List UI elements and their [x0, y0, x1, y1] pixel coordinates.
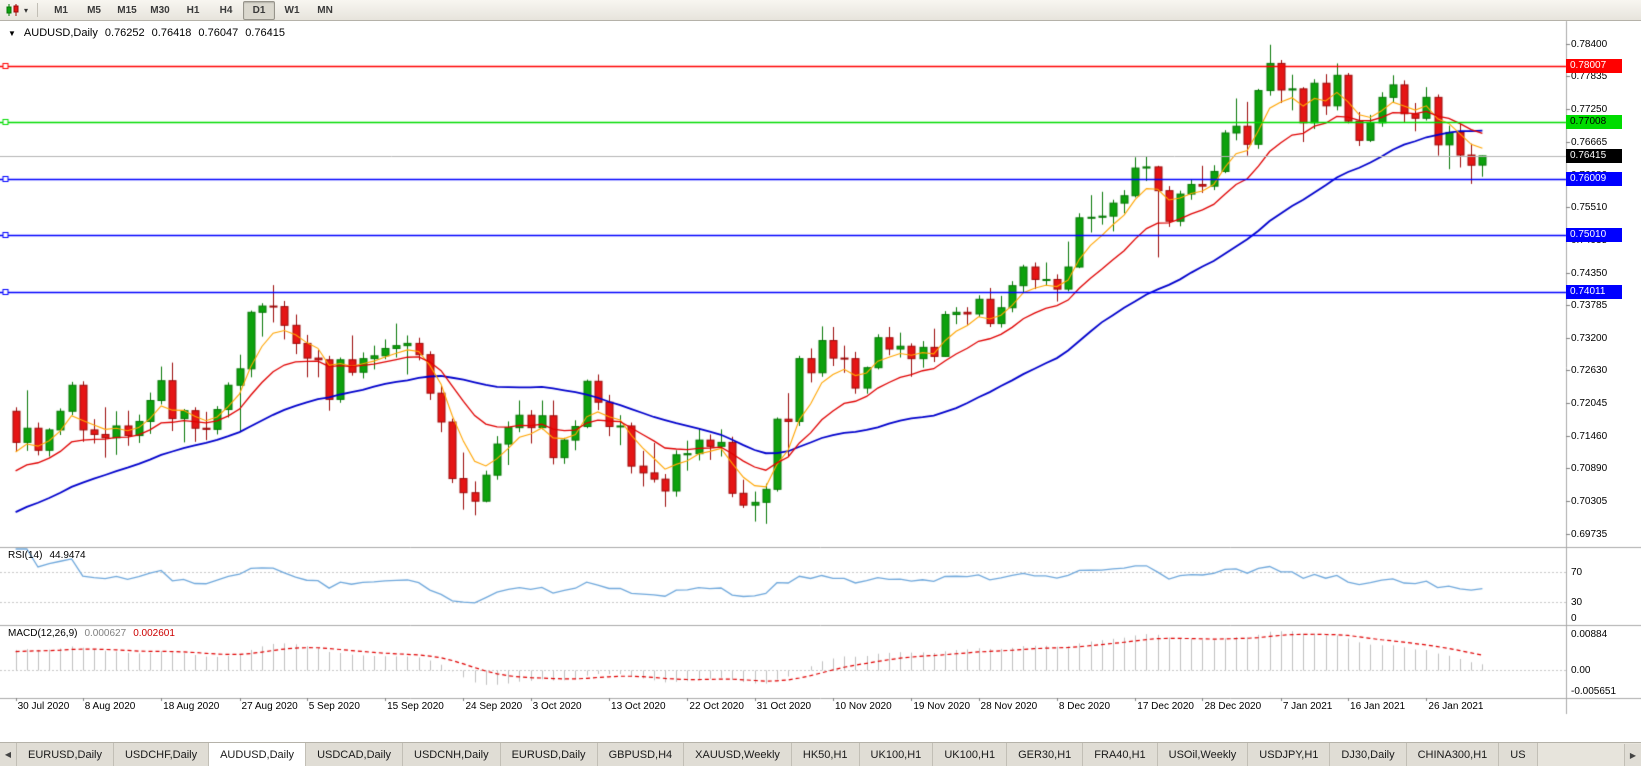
macd-label: MACD(12,26,9): [8, 628, 78, 639]
timeframe-button-m5[interactable]: M5: [87, 4, 101, 16]
tab-scroll-left-icon[interactable]: ◀: [0, 743, 17, 766]
timeframe-button-m1[interactable]: M1: [54, 4, 68, 16]
chart-expand-icon[interactable]: ▼: [8, 28, 16, 38]
chart-symbol-label: AUDUSD,Daily: [23, 27, 98, 39]
chart-tab[interactable]: FRA40,H1: [1083, 743, 1158, 766]
macd-signal-value: 0.002601: [133, 628, 175, 639]
chart-tab[interactable]: AUDUSD,Daily: [209, 743, 307, 766]
timeframe-button-mn[interactable]: MN: [317, 4, 333, 16]
tab-scroll-right-icon[interactable]: ▶: [1624, 744, 1641, 766]
ohlc-high-value: 0.76418: [151, 27, 192, 39]
chart-tabs-bar: ◀ EURUSD,Daily USDCHF,Daily AUDUSD,Daily US…: [0, 742, 1641, 766]
chart-tab[interactable]: EURUSD,Daily: [17, 743, 114, 766]
chart-tab[interactable]: USDCHF,Daily: [113, 743, 210, 766]
timeframe-button-m30[interactable]: M30: [150, 4, 170, 16]
timeframe-button-h4[interactable]: H4: [219, 4, 233, 16]
toolbar-separator: [37, 3, 39, 17]
timeframe-button-h1[interactable]: H1: [186, 4, 200, 16]
chart-tabs: EURUSD,Daily USDCHF,Daily AUDUSD,Daily USDC…: [17, 743, 1538, 766]
timeframe-button-d1[interactable]: D1: [243, 0, 276, 20]
rsi-header: RSI(14) 44.9474: [8, 550, 86, 561]
timeframe-buttons: M1 M5 M15 M30 H1 H4 D1 W1 MN: [45, 0, 341, 20]
timeframe-button-m15[interactable]: M15: [117, 4, 137, 16]
chart-tab[interactable]: UK100,H1: [933, 743, 1008, 766]
chart-type-dropdown-icon[interactable]: ▾: [24, 5, 29, 15]
ohlc-close-value: 0.76415: [245, 27, 285, 39]
chart-tab[interactable]: USOil,Weekly: [1157, 743, 1249, 766]
price-axis[interactable]: [1566, 21, 1641, 698]
chart-tab[interactable]: CHINA300,H1: [1406, 743, 1500, 766]
chart-title: ▼ AUDUSD,Daily 0.76252 0.76418 0.76047 0…: [8, 27, 285, 39]
chart-tab[interactable]: GER30,H1: [1007, 743, 1084, 766]
chart-tab[interactable]: XAUUSD,Weekly: [684, 743, 792, 766]
ohlc-open-value: 0.76252: [104, 27, 145, 39]
chart-tab[interactable]: UK100,H1: [859, 743, 934, 766]
chart-tab[interactable]: HK50,H1: [791, 743, 860, 766]
rsi-value: 44.9474: [49, 550, 86, 561]
time-axis[interactable]: [0, 698, 1566, 714]
chart-type-icon[interactable]: [4, 2, 22, 18]
chart-tab[interactable]: USDCNH,Daily: [403, 743, 501, 766]
macd-main-value: 0.000627: [84, 628, 127, 639]
chart-toolbar: ▾ M1 M5 M15 M30 H1 H4 D1 W1 MN: [0, 0, 1641, 21]
chart-tab[interactable]: USDJPY,H1: [1248, 743, 1331, 766]
timeframe-button-w1[interactable]: W1: [284, 4, 300, 16]
chart-tab[interactable]: EURUSD,Daily: [500, 743, 598, 766]
macd-header: MACD(12,26,9) 0.000627 0.002601: [8, 628, 175, 639]
chart-tab[interactable]: DJ30,Daily: [1330, 743, 1407, 766]
chart-tab[interactable]: US: [1499, 743, 1538, 766]
chart-tab[interactable]: GBPUSD,H4: [597, 743, 685, 766]
ohlc-low-value: 0.76047: [198, 27, 239, 39]
rsi-label: RSI(14): [8, 550, 43, 561]
chart-tab[interactable]: USDCAD,Daily: [306, 743, 404, 766]
